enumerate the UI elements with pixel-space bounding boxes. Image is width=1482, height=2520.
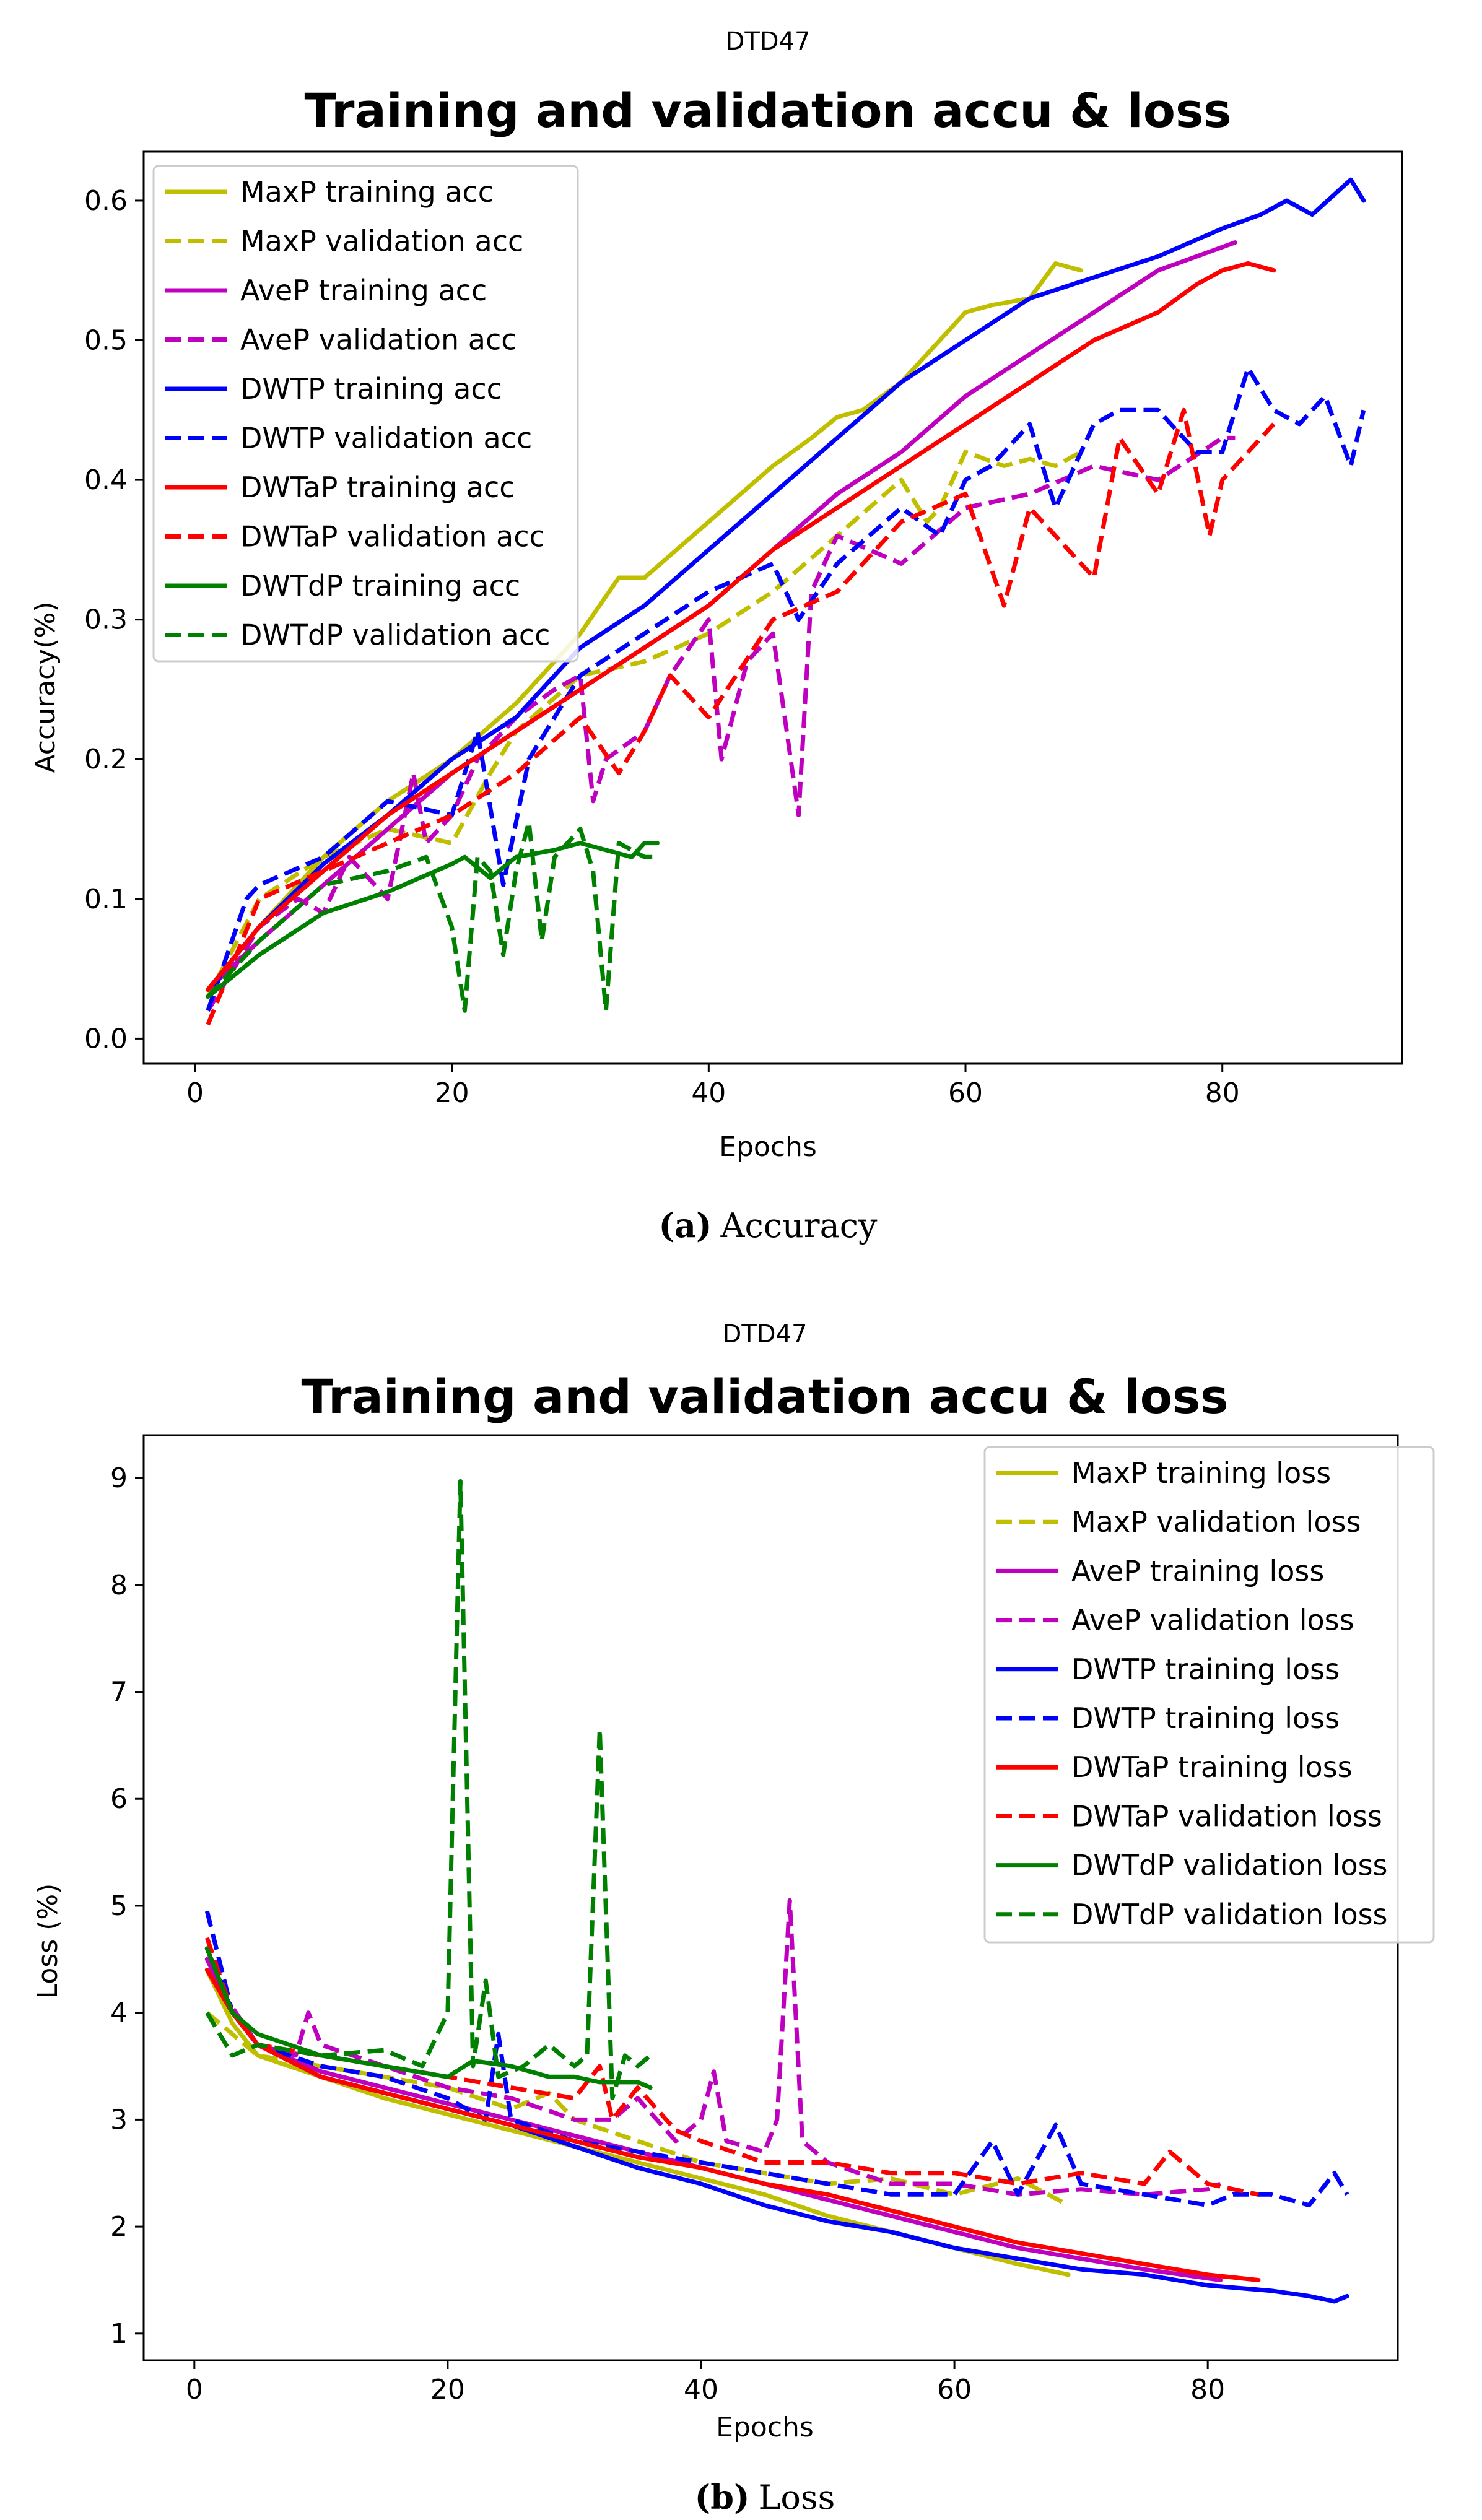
panel-suptitle: DTD47 bbox=[726, 27, 811, 56]
y-tick-label: 8 bbox=[110, 1570, 128, 1601]
legend-label: DWTaP training loss bbox=[1071, 1750, 1353, 1784]
series-line-dwtap-solid bbox=[204, 1968, 1261, 2282]
x-tick-label: 0 bbox=[186, 2374, 203, 2405]
y-tick-label: 4 bbox=[110, 1997, 128, 2029]
x-tick-label: 20 bbox=[430, 2374, 465, 2405]
x-tick-label: 80 bbox=[1205, 1077, 1240, 1109]
y-tick-label: 6 bbox=[110, 1783, 128, 1815]
plot-area: 0 20 40 60 80 0.0 0.1 0.2 0.3 0.4 0.5 0.6 MaxP train… bbox=[84, 150, 1403, 1109]
legend-label: MaxP training acc bbox=[240, 175, 494, 209]
axes-frame bbox=[142, 150, 1403, 1065]
panel-accuracy: DTD47 Training and validation accu & los… bbox=[30, 27, 1403, 1245]
series-line-dwtap-dashed bbox=[206, 407, 1276, 1026]
x-axis-label: Epochs bbox=[716, 2412, 814, 2443]
series-line-dwtdp-solid bbox=[206, 841, 660, 999]
legend-box bbox=[152, 165, 579, 663]
legend-label: AveP training acc bbox=[240, 274, 487, 307]
series-line-dwtp-dashed bbox=[206, 366, 1366, 1012]
x-tick-label: 20 bbox=[435, 1077, 469, 1109]
legend-label: AveP validation acc bbox=[240, 323, 517, 357]
figure-caption: (a) Accuracy bbox=[658, 1206, 878, 1245]
x-tick-label: 0 bbox=[186, 1077, 204, 1109]
legend-label: MaxP validation acc bbox=[240, 225, 523, 258]
x-tick-label: 60 bbox=[948, 1077, 983, 1109]
panel-loss: DTD47 Training and validation accu & los… bbox=[32, 1320, 1435, 2517]
series-line-dwtap-solid bbox=[206, 261, 1276, 992]
y-axis-label: Accuracy(%) bbox=[30, 601, 61, 773]
legend-label: AveP validation loss bbox=[1071, 1604, 1354, 1637]
legend-label: AveP training loss bbox=[1071, 1554, 1324, 1588]
legend-label: DWTP training acc bbox=[240, 372, 502, 406]
legend-label: DWTdP validation loss bbox=[1071, 1898, 1388, 1931]
y-tick-label: 3 bbox=[110, 2104, 128, 2135]
caption-label: (b) bbox=[695, 2477, 750, 2517]
chart-title: Training and validation accu & loss bbox=[305, 83, 1232, 138]
legend-label: MaxP training loss bbox=[1071, 1456, 1331, 1490]
legend-label: DWTP validation acc bbox=[240, 422, 532, 455]
y-tick-label: 5 bbox=[110, 1890, 128, 1922]
chart-title: Training and validation accu & loss bbox=[302, 1369, 1229, 1424]
y-tick-label: 9 bbox=[110, 1462, 128, 1494]
legend-label: MaxP validation loss bbox=[1071, 1505, 1361, 1539]
y-tick-label: 2 bbox=[110, 2211, 128, 2243]
legend-box bbox=[983, 1446, 1435, 1944]
series-line-maxp-dashed bbox=[206, 450, 1083, 998]
y-axis-label: Loss (%) bbox=[32, 1883, 64, 1999]
x-tick-label: 60 bbox=[937, 2374, 972, 2405]
legend-label: DWTaP validation acc bbox=[240, 520, 545, 554]
legend-label: DWTdP validation acc bbox=[240, 619, 550, 652]
caption-label: (a) bbox=[658, 1206, 712, 1245]
y-tick-label: 0.1 bbox=[84, 884, 128, 915]
legend-label: DWTaP training acc bbox=[240, 471, 515, 504]
y-tick-label: 1 bbox=[110, 2318, 128, 2350]
series-line-dwtp-solid bbox=[206, 177, 1366, 992]
caption-text: Accuracy bbox=[720, 1206, 878, 1245]
series-line-maxp-dashed bbox=[206, 2011, 1070, 2207]
y-tick-label: 7 bbox=[110, 1677, 128, 1708]
series-line-avep-solid bbox=[204, 1957, 1223, 2282]
series-line-avep-dashed bbox=[205, 1898, 1221, 2197]
series-line-dwtdp-dashed bbox=[205, 1479, 652, 2101]
y-tick-label: 0.0 bbox=[84, 1023, 128, 1054]
legend: MaxP training loss MaxP validation loss Av… bbox=[983, 1446, 1435, 1944]
y-tick-label: 0.3 bbox=[84, 604, 128, 636]
legend: MaxP training acc MaxP validation acc AveP… bbox=[152, 165, 579, 663]
figure-caption: (b) Loss bbox=[695, 2477, 835, 2517]
legend-label: DWTaP validation loss bbox=[1071, 1799, 1382, 1833]
series-line-dwtp-dashed bbox=[204, 1910, 1349, 2208]
legend-label: DWTdP validation loss bbox=[1071, 1849, 1388, 1882]
x-tick-label: 80 bbox=[1190, 2374, 1225, 2405]
legend-label: DWTP training loss bbox=[1071, 1701, 1340, 1735]
y-tick-label: 0.6 bbox=[84, 185, 128, 217]
legend-label: DWTP training loss bbox=[1071, 1653, 1340, 1686]
x-tick-label: 40 bbox=[691, 1077, 726, 1109]
panel-suptitle: DTD47 bbox=[723, 1320, 808, 1349]
y-tick-label: 0.5 bbox=[84, 325, 128, 357]
legend-label: DWTdP training acc bbox=[240, 569, 520, 602]
caption-text: Loss bbox=[759, 2478, 835, 2517]
y-tick-label: 0.4 bbox=[84, 464, 128, 496]
x-tick-label: 40 bbox=[684, 2374, 718, 2405]
x-axis-label: Epochs bbox=[719, 1131, 817, 1163]
y-tick-label: 0.2 bbox=[84, 744, 128, 775]
